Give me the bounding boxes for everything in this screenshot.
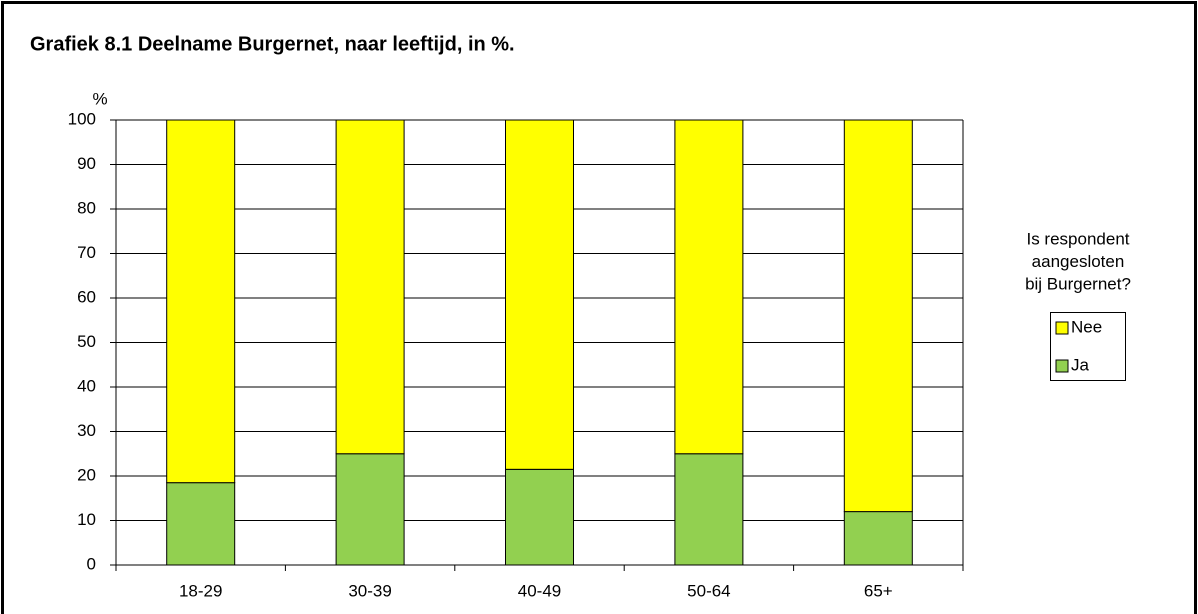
y-tick-label: 100 <box>68 109 96 128</box>
x-tick-label: 40-49 <box>518 581 561 600</box>
bar-segment <box>674 119 744 455</box>
bar-segment <box>335 119 405 455</box>
bar-segment <box>843 119 913 513</box>
legend-title: bij Burgernet? <box>1025 274 1131 293</box>
bar-segment <box>674 453 744 566</box>
legend-swatch <box>1055 321 1069 335</box>
y-tick-label: 40 <box>77 376 96 395</box>
x-tick-label: 30-39 <box>348 581 391 600</box>
bar-segment <box>335 453 405 566</box>
legend-label: Nee <box>1071 317 1102 336</box>
y-tick-label: 60 <box>77 287 96 306</box>
y-tick-label: 10 <box>77 510 96 529</box>
bar-segment <box>166 482 236 566</box>
y-tick-label: 0 <box>87 554 96 573</box>
legend-swatch <box>1055 359 1069 373</box>
y-tick-label: 80 <box>77 198 96 217</box>
bar-segment <box>843 511 913 566</box>
y-tick-label: 90 <box>77 154 96 173</box>
legend-title: aangesloten <box>1032 252 1125 271</box>
y-tick-label: 30 <box>77 421 96 440</box>
bar-segment <box>166 119 236 484</box>
x-tick-label: 18-29 <box>179 581 222 600</box>
y-tick-label: 70 <box>77 243 96 262</box>
bar-segment <box>505 119 574 470</box>
y-tick-label: 50 <box>77 332 96 351</box>
bar-segment <box>505 468 574 566</box>
x-tick-label: 50-64 <box>687 581 730 600</box>
y-axis-label: % <box>92 89 107 108</box>
legend-title: Is respondent <box>1026 229 1129 248</box>
chart-title: Grafiek 8.1 Deelname Burgernet, naar lee… <box>30 33 515 55</box>
x-tick-label: 65+ <box>864 581 893 600</box>
y-tick-label: 20 <box>77 465 96 484</box>
legend-label: Ja <box>1071 355 1090 374</box>
